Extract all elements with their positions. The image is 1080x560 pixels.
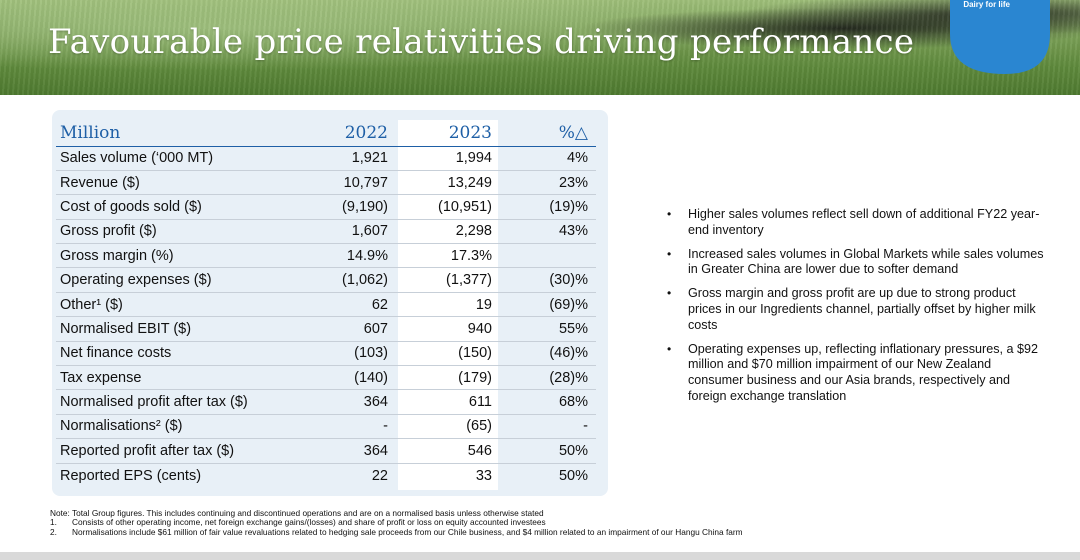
value-2022: (9,190) (342, 198, 388, 215)
value-2023: (65) (466, 418, 492, 435)
value-2022: 62 (371, 296, 388, 313)
row-label: Reported EPS (cents) (60, 467, 202, 484)
list-item: • Higher sales volumes reflect sell down … (667, 207, 1040, 237)
row-label: Gross profit ($) (60, 223, 157, 240)
value-2023: 2,298 (455, 223, 492, 240)
value-2023: (1,377) (446, 272, 492, 289)
value-2022: 364 (363, 442, 388, 459)
column-header-change: %△ (558, 122, 588, 143)
value-2023: (150) (458, 345, 492, 362)
value-2022: (1,062) (342, 272, 388, 289)
value-change: (46)% (549, 345, 588, 362)
list-item: • Increased sales volumes in Global Marke… (667, 246, 1044, 277)
table-row: Reported EPS (cents) 22 33 50% (56, 463, 596, 487)
table-row: Revenue ($) 10,797 13,249 23% (56, 170, 596, 195)
bullet-icon: • (667, 341, 672, 356)
table-header-row: Million 2022 2023 %△ (56, 120, 596, 146)
table-row: Operating expenses ($) (1,062) (1,377) (30)… (56, 268, 596, 293)
table-row: Gross profit ($) 1,607 2,298 43% (56, 219, 596, 244)
row-label: Cost of goods sold ($) (60, 198, 202, 215)
table-row: Gross margin (%) 14.9% 17.3% (56, 244, 596, 268)
column-header-2023: 2023 (448, 122, 492, 143)
table-row: Normalised EBIT ($) 607 940 55% (56, 317, 596, 342)
value-2023: 940 (467, 320, 492, 337)
footnote-item: 1. Consists of other operating income, n… (50, 517, 546, 528)
financial-table-card (52, 110, 608, 496)
value-2023: 611 (468, 394, 492, 411)
table-row: Tax expense (140) (179) (28)% (56, 366, 596, 390)
commentary-list: • Higher sales volumes reflect sell down … (664, 207, 1044, 413)
value-2022: - (383, 418, 388, 435)
row-label: Gross margin (%) (60, 247, 174, 264)
column-header-label: Million (60, 122, 121, 143)
row-label: Revenue ($) (60, 174, 140, 191)
value-2023: 13,249 (447, 174, 492, 191)
footnote-item: 2. Normalisations include $61 million of… (50, 526, 743, 537)
table-row: Net finance costs (103) (150) (46)% (56, 341, 596, 366)
value-change: 55% (558, 320, 588, 337)
page-title: Favourable price relativities driving pe… (48, 22, 915, 62)
column-header-2022: 2022 (344, 122, 388, 143)
row-label: Net finance costs (60, 345, 172, 362)
value-change: 68% (558, 394, 588, 411)
value-2023: 546 (467, 442, 492, 459)
value-2022: (140) (354, 369, 388, 386)
bullet-icon: • (667, 286, 672, 301)
value-2022: 10,797 (343, 174, 388, 191)
header-banner (0, 0, 1080, 95)
list-item: • Gross margin and gross profit are up du… (667, 286, 1036, 332)
table-row: Cost of goods sold ($) (9,190) (10,951) (19… (56, 195, 596, 220)
value-2023: (179) (458, 369, 492, 386)
value-2023: 19 (475, 296, 492, 313)
list-item: • Operating expenses up, reflecting infla… (667, 341, 1039, 403)
row-label: Other¹ ($) (60, 296, 123, 313)
value-change: 4% (567, 150, 588, 167)
table-row: Normalisations² ($) - (65) - (56, 414, 596, 439)
brand-logo-icon (950, 0, 1050, 74)
value-2023: 33 (475, 467, 492, 484)
row-label: Operating expenses ($) (60, 272, 212, 289)
bullet-icon: • (667, 207, 672, 221)
value-change: - (583, 418, 588, 435)
table-row: Normalised profit after tax ($) 364 611 68% (56, 390, 596, 415)
table-row: Reported profit after tax ($) 364 546 50% (56, 439, 596, 464)
value-change: 23% (558, 174, 588, 191)
highlight-column-2023 (398, 120, 498, 490)
value-2022: 1,921 (351, 150, 388, 167)
value-change: 43% (558, 223, 588, 240)
row-label: Normalisations² ($) (60, 418, 183, 435)
value-2022: 1,607 (351, 223, 388, 240)
value-2023: (10,951) (437, 198, 492, 215)
value-change: (19)% (549, 198, 588, 215)
financial-table: Million 2022 2023 %△ Sales volume (‘000 … (56, 120, 596, 487)
value-2022: 14.9% (346, 247, 388, 264)
row-label: Tax expense (60, 369, 142, 386)
value-change: (30)% (549, 272, 588, 289)
row-label: Sales volume (‘000 MT) (60, 150, 214, 167)
value-2023: 1,994 (455, 150, 492, 167)
value-2022: (103) (354, 345, 388, 362)
value-change: 50% (558, 467, 588, 484)
table-row: Sales volume (‘000 MT) 1,921 1,994 4% (56, 146, 596, 171)
value-2023: 17.3% (450, 247, 492, 264)
value-change: 50% (558, 442, 588, 459)
value-2022: 22 (371, 467, 388, 484)
bottom-divider (0, 552, 1080, 560)
row-label: Normalised profit after tax ($) (60, 394, 248, 411)
value-2022: 607 (363, 320, 388, 337)
footnote-note: Note: Total Group figures. This includes… (50, 508, 544, 518)
footnotes: Note: Total Group figures. This includes… (50, 508, 1050, 537)
value-change: (69)% (549, 296, 588, 313)
row-label: Reported profit after tax ($) (60, 442, 235, 459)
brand-logo-text: Dairy for life (963, 0, 1010, 9)
row-label: Normalised EBIT ($) (60, 320, 192, 337)
value-2022: 364 (363, 394, 388, 411)
value-change (500, 244, 596, 268)
value-change: (28)% (549, 369, 588, 386)
bullet-icon: • (667, 246, 672, 261)
table-row: Other¹ ($) 62 19 (69)% (56, 292, 596, 317)
